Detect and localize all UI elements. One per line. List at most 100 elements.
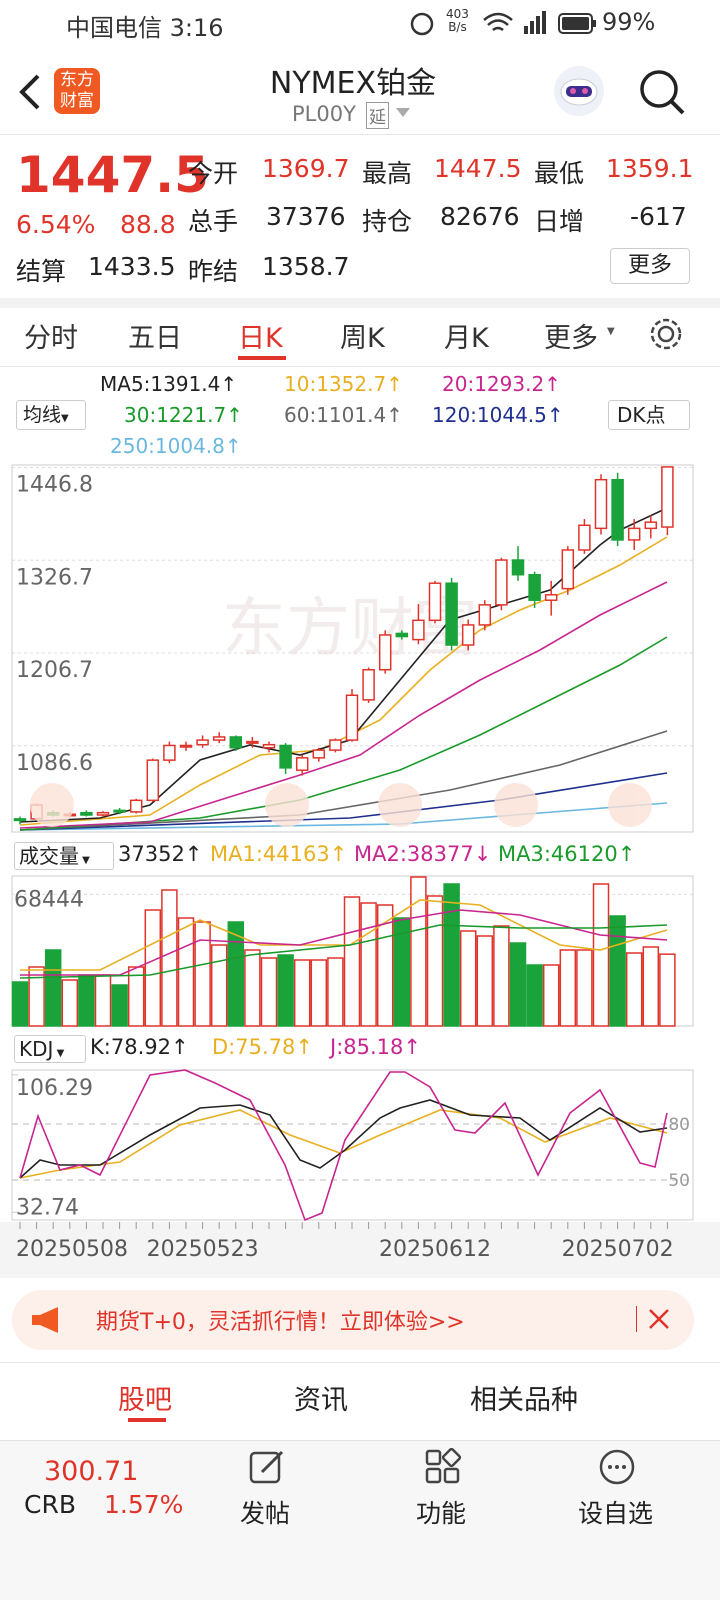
candle-body	[295, 757, 309, 771]
volume-bar	[61, 979, 79, 1027]
candle-body	[544, 594, 558, 601]
nav-right[interactable]	[494, 783, 538, 827]
candle-body	[212, 736, 226, 741]
dk-button[interactable]: DK点	[608, 400, 690, 430]
bottom-tab[interactable]: 股吧	[118, 1385, 172, 1416]
ref-tick-label: 50	[668, 1171, 690, 1191]
nav-left-fast[interactable]	[30, 783, 74, 827]
chart-tab[interactable]: 月K	[444, 323, 489, 354]
candle-body	[445, 582, 458, 646]
field-value: 82676	[440, 202, 520, 231]
divider	[0, 1362, 720, 1363]
promo-banner[interactable]	[12, 1290, 694, 1350]
candle-body	[627, 527, 641, 541]
ma-legend-item: 30:1221.7↑	[124, 403, 243, 427]
kdj-selector[interactable]: KDJ ▼	[14, 1035, 86, 1063]
bottom-tab[interactable]: 资讯	[294, 1385, 348, 1416]
index-change: 1.57%	[104, 1490, 184, 1519]
candle-body	[412, 619, 425, 641]
volume-bar	[576, 949, 593, 1027]
app-logo[interactable]: 东方财富	[54, 68, 100, 114]
volume-bar	[127, 966, 145, 1027]
assistant-avatar[interactable]	[552, 64, 606, 118]
settings-button[interactable]	[648, 316, 684, 352]
instrument-code: PL00Y	[292, 102, 356, 126]
chart-tab[interactable]: 五日	[128, 323, 182, 354]
field-label: 昨结	[188, 257, 239, 286]
ma-legend-item: 250:1004.8↑	[110, 434, 242, 458]
volume-bar	[94, 974, 112, 1027]
dropdown-arrow: ▼	[79, 855, 90, 866]
fullscreen[interactable]	[608, 783, 652, 827]
close-banner[interactable]	[648, 1308, 670, 1330]
candle-body	[495, 559, 508, 606]
change: 88.8	[120, 210, 176, 239]
candle-body	[528, 573, 541, 601]
y-tick-label: 68444	[14, 887, 84, 912]
candle-body	[146, 759, 160, 802]
volume-ma-lines	[19, 899, 668, 979]
volume-legend-item: 37352↑	[118, 842, 203, 866]
tab-underline	[128, 1418, 166, 1422]
kdj-lines	[19, 1069, 668, 1222]
delay-badge: 延	[366, 102, 389, 129]
volume-bar	[526, 964, 543, 1027]
dropdown-arrow: ▼	[607, 326, 615, 337]
ma-legend-item: 20:1293.2↑	[442, 372, 561, 396]
indicator-selector[interactable]: 均线▼	[16, 400, 86, 430]
bottom-tab[interactable]: 相关品种	[470, 1385, 578, 1416]
back-button[interactable]	[14, 72, 44, 112]
volume-bar	[625, 952, 643, 1027]
chart-tab[interactable]: 更多	[544, 323, 598, 354]
volume-bar	[28, 966, 45, 1027]
banner-text[interactable]: 期货T+0，灵活抓行情！立即体验>>	[96, 1310, 465, 1335]
change-pct: 6.54%	[16, 210, 96, 239]
volume-bar	[542, 964, 560, 1027]
index-name: CRB	[24, 1490, 76, 1519]
chart-tab[interactable]: 分时	[24, 323, 78, 354]
post-icon	[249, 1450, 284, 1484]
volume-bar	[277, 954, 294, 1027]
volume-bar	[426, 895, 444, 1027]
more-button[interactable]: 更多	[610, 248, 690, 284]
volume-bar	[376, 904, 394, 1027]
volume-bar	[144, 909, 162, 1027]
candle-body	[561, 549, 575, 590]
y-tick-label: 1086.6	[16, 751, 93, 776]
volume-bar	[111, 984, 128, 1027]
volume-bar	[493, 925, 510, 1027]
field-value: -617	[630, 202, 687, 231]
volume-bar	[360, 902, 377, 1027]
candle-body	[279, 744, 292, 769]
date-axis-bg	[0, 1222, 720, 1278]
y-tick-label: 106.29	[16, 1076, 93, 1101]
dropdown-arrow	[396, 108, 410, 117]
footer-action[interactable]: 发帖	[240, 1499, 291, 1528]
volume-bar	[393, 917, 411, 1027]
volume-bar	[293, 959, 311, 1027]
field-label: 持仓	[362, 207, 413, 236]
divider	[0, 366, 720, 367]
ma60-line	[19, 730, 668, 831]
watchlist-icon	[599, 1449, 635, 1485]
volume-selector[interactable]: 成交量 ▼	[14, 842, 114, 870]
search-button[interactable]	[638, 68, 686, 116]
ma-legend-item: 60:1101.4↑	[284, 403, 403, 427]
x-tick-label: 20250612	[379, 1237, 491, 1262]
y-tick-label: 1446.8	[16, 472, 93, 497]
footer-action[interactable]: 设自选	[578, 1499, 654, 1528]
field-value: 1359.1	[606, 154, 694, 183]
candle-body	[511, 559, 525, 576]
chart-tab[interactable]: 日K	[238, 323, 283, 354]
field-label: 结算	[16, 257, 67, 286]
divider	[636, 1306, 637, 1332]
nav-left[interactable]	[378, 783, 422, 827]
footer-action[interactable]: 功能	[416, 1499, 467, 1528]
candle-body	[594, 478, 608, 530]
candle-body	[13, 818, 27, 822]
zoom-in[interactable]	[265, 783, 309, 827]
section-gap	[0, 298, 720, 308]
field-label: 今开	[188, 159, 239, 188]
chart-tab[interactable]: 周K	[340, 323, 385, 354]
vol-ma3-line	[19, 924, 668, 979]
